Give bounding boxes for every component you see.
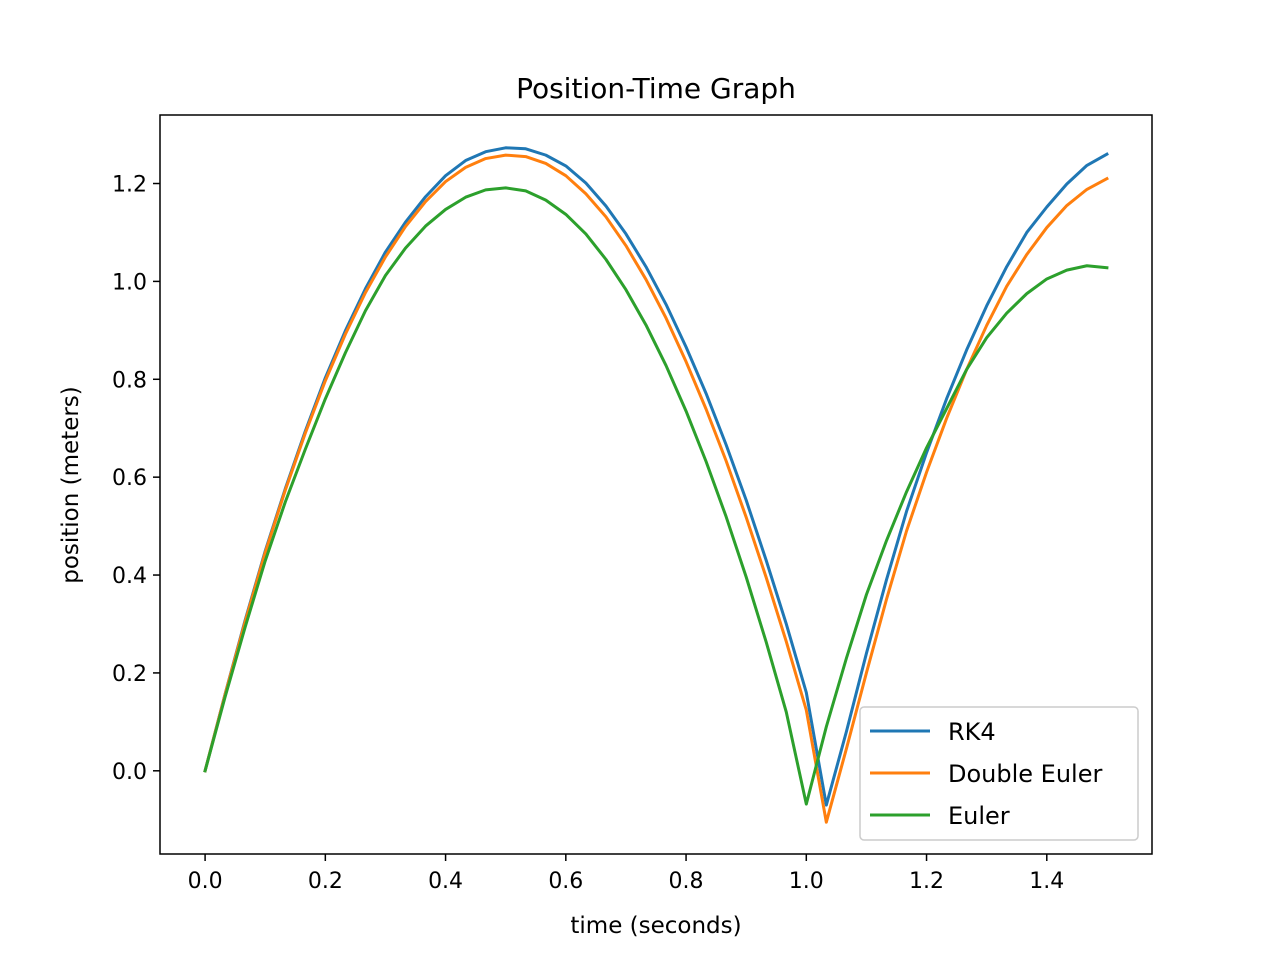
plot-frame (159, 114, 1153, 855)
x-tick-label: 0.8 (669, 869, 704, 894)
y-axis: 0.0 0.2 0.4 0.6 0.8 1.0 1.2 (112, 173, 160, 785)
x-tick-label: 1.4 (1029, 869, 1064, 894)
series-line-double-euler (203, 153, 1109, 824)
x-axis: 0.0 0.2 0.4 0.6 0.8 1.0 1.2 1.4 (188, 854, 1064, 894)
series-line-rk4 (203, 146, 1109, 807)
x-tick-label: 1.0 (789, 869, 824, 894)
legend-label: Double Euler (948, 760, 1102, 788)
x-tick-label: 0.0 (188, 869, 223, 894)
y-tick-label: 0.6 (112, 466, 147, 491)
x-tick-label: 1.2 (909, 869, 944, 894)
x-tick-label: 0.2 (308, 869, 343, 894)
x-tick-label: 0.6 (548, 869, 583, 894)
y-tick-label: 0.8 (112, 368, 147, 393)
legend-label: Euler (948, 802, 1010, 830)
y-tick-label: 1.0 (112, 270, 147, 295)
y-tick-label: 0.2 (112, 662, 147, 687)
y-axis-label: position (meters) (58, 386, 84, 584)
x-tick-label: 0.4 (428, 869, 463, 894)
chart-title: Position-Time Graph (516, 72, 796, 105)
legend: RK4 Double Euler Euler (859, 706, 1139, 841)
y-tick-label: 0.0 (112, 760, 147, 785)
y-tick-label: 1.2 (112, 173, 147, 198)
series-line-euler (203, 186, 1109, 806)
x-axis-label: time (seconds) (570, 913, 741, 939)
plot-lines (203, 146, 1109, 824)
legend-label: RK4 (948, 718, 996, 746)
legend-box (859, 706, 1139, 841)
y-tick-label: 0.4 (112, 564, 147, 589)
